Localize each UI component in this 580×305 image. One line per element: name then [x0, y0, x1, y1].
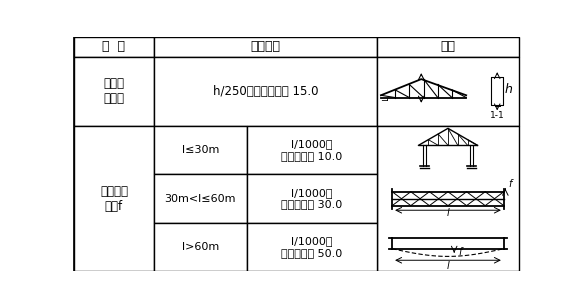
- Text: f: f: [509, 179, 512, 189]
- Text: h/250，且不应大于 15.0: h/250，且不应大于 15.0: [213, 85, 318, 98]
- Text: l/1000，
且不应大于 10.0: l/1000， 且不应大于 10.0: [281, 139, 343, 161]
- Bar: [154, 223, 247, 271]
- Bar: [154, 37, 377, 57]
- Text: ⌐: ⌐: [378, 93, 386, 103]
- Bar: [247, 174, 377, 223]
- Text: f: f: [458, 247, 462, 257]
- Text: h: h: [505, 83, 513, 96]
- Text: 侧向弯曲
失高f: 侧向弯曲 失高f: [100, 185, 128, 213]
- Text: l/1000，
且不应大于 30.0: l/1000， 且不应大于 30.0: [281, 188, 343, 210]
- Bar: [377, 126, 519, 271]
- Bar: [154, 174, 247, 223]
- Bar: [247, 223, 377, 271]
- Text: l/1000，
且不应大于 50.0: l/1000， 且不应大于 50.0: [281, 236, 343, 258]
- Bar: [377, 37, 519, 57]
- Text: 图例: 图例: [440, 40, 455, 53]
- Text: l>60m: l>60m: [182, 242, 219, 252]
- Text: 项  目: 项 目: [103, 40, 125, 53]
- Bar: [247, 126, 377, 174]
- Text: 1-1: 1-1: [490, 111, 505, 120]
- Text: l: l: [447, 208, 450, 218]
- Bar: [74, 126, 154, 271]
- Bar: [154, 126, 247, 174]
- Bar: [377, 57, 519, 126]
- Text: 30m<l≤60m: 30m<l≤60m: [165, 194, 236, 204]
- Bar: [74, 37, 154, 57]
- Bar: [74, 57, 154, 126]
- Text: l≤30m: l≤30m: [182, 145, 219, 155]
- Bar: [491, 77, 503, 105]
- Text: 跨中的
垂直度: 跨中的 垂直度: [103, 77, 125, 105]
- Bar: [154, 57, 377, 126]
- Text: 允许偏差: 允许偏差: [251, 40, 281, 53]
- Text: l: l: [447, 261, 450, 271]
